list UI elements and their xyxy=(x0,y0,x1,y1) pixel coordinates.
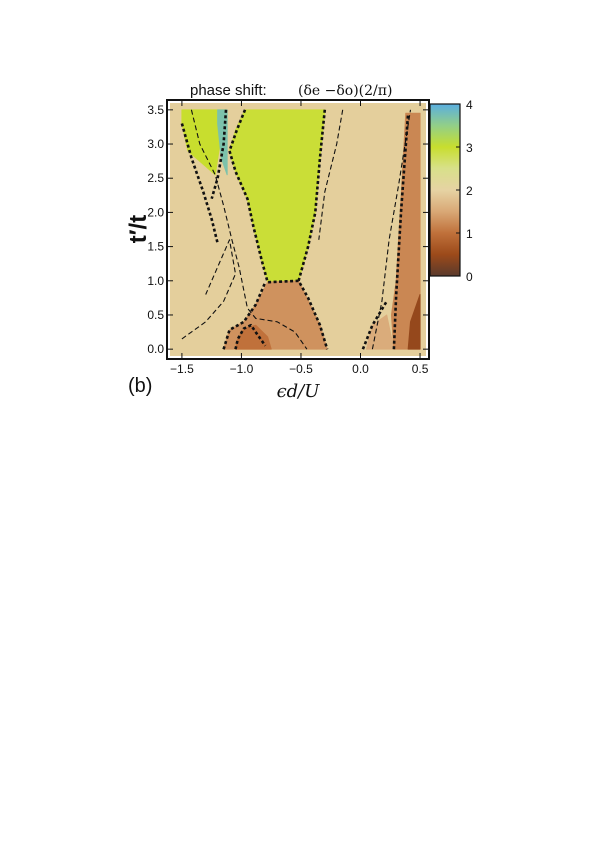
x-axis-label: ϵd/U xyxy=(277,381,321,402)
chart-title-formula: (δe −δo)(2/π) xyxy=(298,83,392,99)
y-tick-label: 2.5 xyxy=(147,171,164,185)
thin-boundary-line-9 xyxy=(190,109,308,350)
bold-boundary-line-0 xyxy=(180,123,219,244)
y-tick-label: 1.0 xyxy=(147,274,164,288)
colorbar-tick-label: 4 xyxy=(466,98,473,112)
heatmap-region-7 xyxy=(407,293,421,350)
colorbar-tick-label: 2 xyxy=(466,184,473,198)
y-tick-label: 1.5 xyxy=(147,240,164,254)
y-tick-label: 0.5 xyxy=(147,308,164,322)
thin-boundary-line-10 xyxy=(318,109,344,240)
x-tick-label: 0.5 xyxy=(412,362,429,376)
x-tick-label: −1.5 xyxy=(170,362,194,376)
bold-boundary-line-7 xyxy=(392,113,410,350)
colorbar: 0 1 2 3 4 xyxy=(429,98,473,284)
bold-boundary-line-6 xyxy=(361,300,388,350)
colorbar-tick-label: 1 xyxy=(466,227,473,241)
panel-label: (b) xyxy=(128,375,152,397)
bold-boundary-line-3 xyxy=(297,109,327,282)
thin-boundary-line-11 xyxy=(371,109,412,350)
x-tick-label: −1.0 xyxy=(230,362,254,376)
y-axis: 0.0 0.5 1.0 1.5 2.0 2.5 3.0 3.5 xyxy=(147,103,429,356)
y-tick-label: 2.0 xyxy=(147,205,164,219)
colorbar-tick-label: 0 xyxy=(466,270,473,284)
x-tick-label: 0.0 xyxy=(352,362,369,376)
bold-boundary-line-2 xyxy=(228,109,329,350)
colorbar-tick-label: 3 xyxy=(466,141,473,155)
plot-frame xyxy=(166,99,430,360)
x-tick-label: −0.5 xyxy=(289,362,313,376)
bold-boundary-line-4 xyxy=(222,281,267,350)
y-axis-label: t′/t xyxy=(125,215,152,243)
bold-boundary-line-1 xyxy=(210,109,228,200)
colorbar-ticks: 0 1 2 3 4 xyxy=(456,98,473,284)
x-axis: −1.5 −1.0 −0.5 0.0 0.5 xyxy=(170,100,429,376)
phase-boundaries xyxy=(180,109,412,350)
colorbar-fill xyxy=(429,103,461,277)
y-tick-label: 3.0 xyxy=(147,137,164,151)
plot-area xyxy=(166,99,430,360)
chart-title: phase shift: xyxy=(190,82,267,99)
y-tick-label: 3.5 xyxy=(147,103,164,117)
y-tick-label: 0.0 xyxy=(147,342,164,356)
